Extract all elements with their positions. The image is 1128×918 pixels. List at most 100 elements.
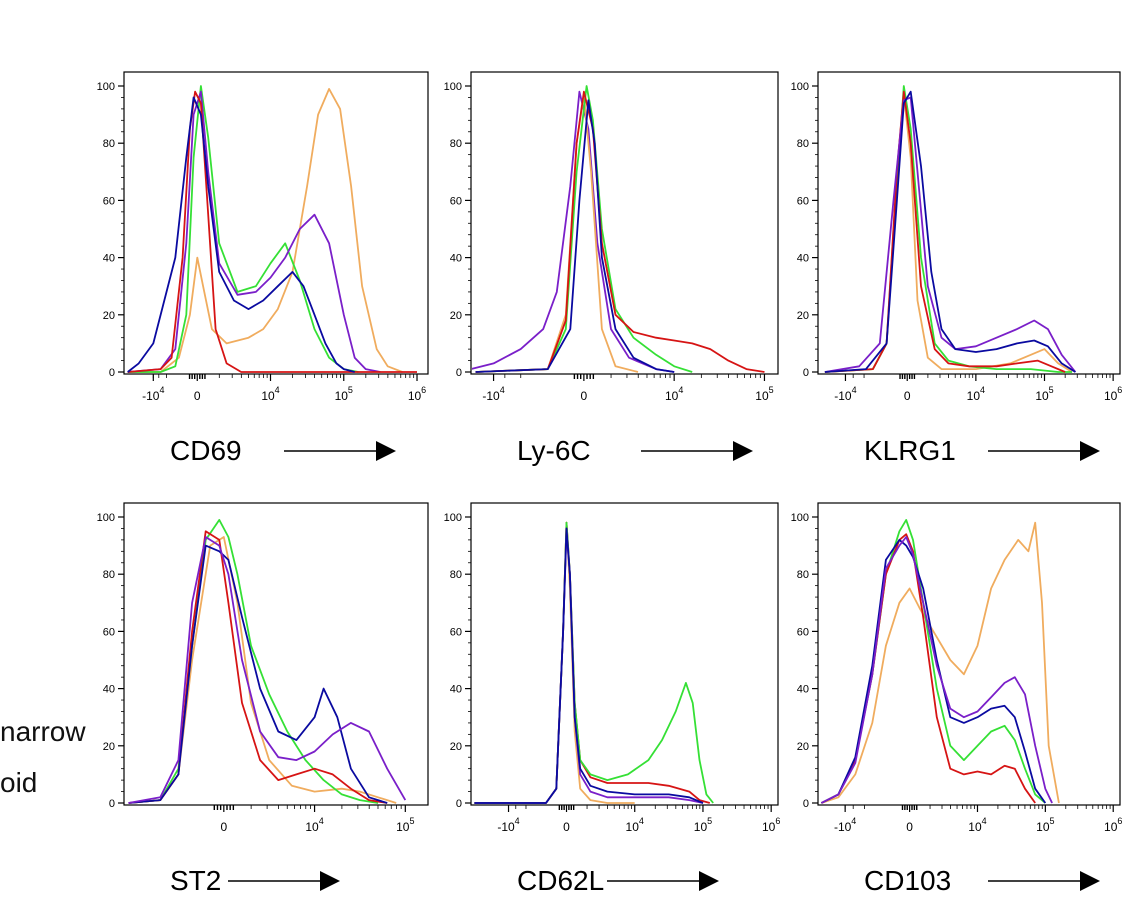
series-line-red (475, 90, 765, 373)
x-tick-label: 0 (906, 820, 913, 834)
y-tick-label: 60 (103, 195, 115, 207)
series-group (820, 519, 1060, 804)
series-line-green (824, 85, 1072, 373)
series-line-red (824, 90, 1066, 373)
series-line-blue (474, 527, 704, 804)
series-line-blue (128, 544, 388, 804)
x-tick-exponent: 5 (348, 385, 353, 395)
x-tick-label: 0 (581, 389, 588, 403)
y-tick-label: 0 (109, 798, 115, 810)
series-line-orange (127, 88, 403, 373)
plot-frame (470, 502, 779, 806)
y-tick-label: 20 (103, 741, 115, 753)
series-group (824, 85, 1077, 373)
series-line-orange (475, 93, 639, 373)
series-group (128, 519, 407, 804)
x-tick-exponent: 5 (1050, 816, 1055, 826)
x-tick-exponent: 4 (982, 816, 987, 826)
plot-frame (123, 71, 429, 375)
x-tick-label: -104 (834, 385, 856, 403)
series-line-orange (821, 521, 1060, 804)
x-tick-label: 104 (967, 385, 985, 403)
histogram-panel-cd103: 0 20 40 60 80 100 -104 0 104 105 106 CD103 (791, 502, 1122, 896)
legend-fragment-oid: oid (0, 767, 38, 798)
y-tick-label: 100 (791, 81, 809, 93)
y-tick-label: 100 (444, 512, 462, 524)
y-tick-label: 20 (797, 741, 809, 753)
y-tick-label: 40 (450, 253, 462, 265)
x-tick-label: 104 (968, 816, 986, 834)
y-tick-label: 60 (450, 195, 462, 207)
x-tick-label: 105 (1035, 385, 1053, 403)
histogram-panel-cd62l: 0 20 40 60 80 100 -104 0 104 105 106 CD62L (444, 502, 780, 896)
y-tick-label: 40 (797, 253, 809, 265)
x-tick-label: 106 (408, 385, 426, 403)
x-tick-exponent: 4 (515, 816, 520, 826)
plot-frame (817, 71, 1121, 375)
histogram-panel-cd69: 0 20 40 60 80 100 -104 0 104 105 106 CD69 (97, 71, 429, 466)
x-tick-exponent: 4 (851, 816, 856, 826)
x-tick-label: 106 (762, 816, 780, 834)
x-tick-exponent: 5 (1049, 385, 1054, 395)
plot-frame (817, 502, 1121, 806)
x-tick-label: 104 (665, 385, 683, 403)
x-tick-exponent: 4 (275, 385, 280, 395)
y-tick-label: 100 (97, 81, 115, 93)
series-line-purple (474, 530, 704, 804)
x-tick-exponent: 4 (319, 816, 324, 826)
y-tick-label: 80 (103, 569, 115, 581)
y-tick-label: 60 (797, 626, 809, 638)
series-line-green (475, 85, 693, 373)
x-tick-label: 104 (626, 816, 644, 834)
x-tick-exponent: 6 (421, 385, 426, 395)
series-line-purple (128, 536, 407, 804)
x-tick-label: 106 (1104, 816, 1122, 834)
x-tick-exponent: 5 (769, 385, 774, 395)
x-tick-exponent: 4 (678, 385, 683, 395)
plot-frame (470, 71, 779, 375)
series-group (474, 521, 714, 804)
y-tick-label: 100 (97, 512, 115, 524)
x-tick-label: 0 (194, 389, 201, 403)
x-tick-label: -104 (142, 385, 164, 403)
y-tick-label: 60 (450, 626, 462, 638)
x-tick-label: 105 (694, 816, 712, 834)
marker-label: CD103 (864, 865, 951, 896)
series-line-purple (824, 96, 1077, 373)
x-tick-label: 106 (1104, 385, 1122, 403)
y-tick-label: 20 (450, 310, 462, 322)
series-line-blue (475, 99, 675, 373)
x-tick-label: 105 (755, 385, 773, 403)
x-tick-label: -104 (834, 816, 856, 834)
marker-label: ST2 (170, 865, 221, 896)
y-tick-label: 60 (103, 626, 115, 638)
x-tick-label: 104 (305, 816, 323, 834)
y-tick-label: 0 (803, 798, 809, 810)
marker-arrow-head (733, 441, 753, 461)
x-tick-label: 105 (335, 385, 353, 403)
y-tick-label: 20 (797, 310, 809, 322)
y-tick-label: 20 (450, 741, 462, 753)
series-line-orange (824, 93, 1073, 373)
series-line-red (474, 521, 711, 804)
x-tick-exponent: 4 (639, 816, 644, 826)
x-tick-label: 0 (563, 820, 570, 834)
y-tick-label: 40 (797, 684, 809, 696)
marker-arrow-head (320, 871, 340, 891)
marker-arrow-head (1080, 441, 1100, 461)
marker-label: CD69 (170, 435, 242, 466)
y-tick-label: 60 (797, 195, 809, 207)
histogram-panel-ly-6c: 0 20 40 60 80 100 -104 0 104 105 Ly-6C (444, 71, 779, 466)
x-tick-exponent: 4 (500, 385, 505, 395)
x-tick-exponent: 4 (159, 385, 164, 395)
series-line-purple (472, 90, 675, 373)
y-tick-label: 80 (103, 138, 115, 150)
x-tick-exponent: 6 (1117, 816, 1122, 826)
y-tick-label: 0 (456, 798, 462, 810)
series-line-blue (824, 90, 1076, 373)
marker-arrow-head (1080, 871, 1100, 891)
y-tick-label: 40 (103, 684, 115, 696)
x-tick-exponent: 4 (980, 385, 985, 395)
series-line-red (127, 90, 417, 373)
series-line-green (127, 85, 359, 373)
